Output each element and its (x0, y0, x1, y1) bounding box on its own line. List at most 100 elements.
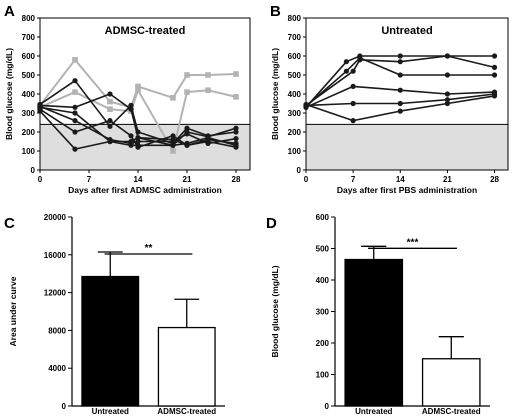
data-point (491, 72, 498, 78)
y-axis-label: Blood glucose (mg/dL) (4, 48, 14, 140)
panel-letter-a: A (4, 3, 15, 20)
x-axis-label: Days after first ADMSC administration (68, 185, 222, 195)
y-tick-label: 0 (325, 402, 330, 411)
data-point (350, 83, 356, 89)
data-point (233, 125, 239, 131)
y-tick-label: 200 (22, 128, 36, 137)
x-axis-label: Days after first PBS administration (337, 185, 477, 195)
x-tick-label: 7 (87, 175, 92, 184)
y-tick-label: 500 (22, 71, 36, 80)
bar-1 (421, 358, 481, 407)
reference-band (40, 124, 250, 170)
y-tick-label: 500 (316, 245, 330, 254)
data-point (170, 133, 176, 139)
data-point (107, 98, 113, 105)
y-tick-label: 800 (288, 14, 302, 23)
bar-0 (81, 275, 140, 407)
data-point (107, 138, 113, 145)
data-point (491, 93, 498, 99)
category-label-1: ADMSC-treated (422, 407, 481, 416)
series-line-1 (305, 57, 495, 107)
y-tick-label: 600 (22, 52, 36, 61)
data-point (397, 87, 403, 93)
y-tick-label: 600 (316, 213, 330, 222)
series-line-5 (305, 95, 495, 122)
data-point (444, 72, 450, 78)
y-tick-label: 200 (316, 339, 330, 348)
y-tick-label: 500 (288, 71, 302, 80)
data-point (343, 68, 349, 74)
data-point (184, 140, 190, 146)
x-tick-label: 0 (304, 175, 309, 184)
data-point (170, 95, 176, 101)
data-point (444, 53, 450, 59)
data-point (350, 68, 356, 74)
data-point (397, 72, 403, 78)
data-point (170, 148, 176, 154)
data-point (397, 100, 403, 107)
data-point (72, 110, 78, 116)
y-tick-label: 700 (22, 33, 36, 42)
panel-a: A ADMSC-treated 0 100 200 300 400 500 600 700 800 0… (4, 3, 251, 195)
x-tick-label: 21 (183, 175, 192, 184)
data-point (72, 129, 78, 135)
panel-title-b: Untreated (381, 25, 432, 37)
y-tick-label: 4000 (48, 364, 66, 373)
bar-0 (344, 258, 404, 407)
data-point (128, 142, 134, 148)
panel-d: D 0 100 200 300 400 500 600 Blood glucose (mg/dL… (266, 213, 490, 416)
y-tick-label: 800 (22, 14, 36, 23)
y-tick-label: 600 (288, 52, 302, 61)
y-axis-label: Area under curve (8, 276, 18, 346)
data-point (444, 91, 450, 97)
data-point (397, 59, 403, 65)
data-point (170, 138, 176, 145)
data-point (72, 57, 78, 63)
x-tick-label: 7 (351, 175, 356, 184)
y-tick-label: 0 (297, 166, 302, 175)
panel-title-a: ADMSC-treated (105, 25, 186, 37)
data-point (135, 135, 141, 141)
x-tick-label: 28 (232, 175, 241, 184)
y-tick-label: 100 (22, 147, 36, 156)
data-point (184, 125, 190, 131)
data-point (128, 102, 134, 108)
data-point (37, 108, 43, 114)
panel-c: C 0 4000 8000 12000 16000 20000 Area under curv… (4, 213, 225, 416)
data-point (350, 118, 356, 124)
panel-letter-c: C (4, 215, 15, 232)
data-point (128, 106, 134, 112)
data-point (107, 106, 113, 112)
data-point (107, 123, 113, 129)
data-point (397, 108, 403, 114)
data-point (491, 64, 498, 70)
y-tick-label: 16000 (44, 251, 67, 260)
data-point (491, 53, 498, 59)
y-tick-label: 300 (288, 109, 302, 118)
panel-letter-d: D (266, 215, 277, 232)
data-point (107, 91, 113, 97)
data-point (233, 136, 239, 142)
y-tick-label: 100 (316, 371, 330, 380)
data-point (205, 87, 211, 93)
data-point (357, 57, 363, 63)
panel-letter-b: B (270, 3, 281, 20)
data-point (233, 71, 239, 77)
data-point (72, 78, 78, 84)
y-tick-label: 300 (22, 109, 36, 118)
panel-b: B Untreated 0 100 200 300 400 500 600 700 800 0 7 14 2… (270, 3, 509, 195)
category-label-0: Untreated (355, 407, 392, 416)
data-point (72, 104, 78, 110)
data-point (205, 138, 211, 145)
x-tick-label: 21 (443, 175, 452, 184)
y-tick-label: 400 (316, 276, 330, 285)
x-tick-label: 14 (134, 175, 143, 184)
category-label-1: ADMSC-treated (157, 407, 216, 416)
data-point (135, 87, 141, 93)
data-point (350, 100, 356, 107)
y-tick-label: 700 (288, 33, 302, 42)
y-tick-label: 100 (288, 147, 302, 156)
data-point (184, 89, 190, 95)
data-point (135, 138, 141, 145)
